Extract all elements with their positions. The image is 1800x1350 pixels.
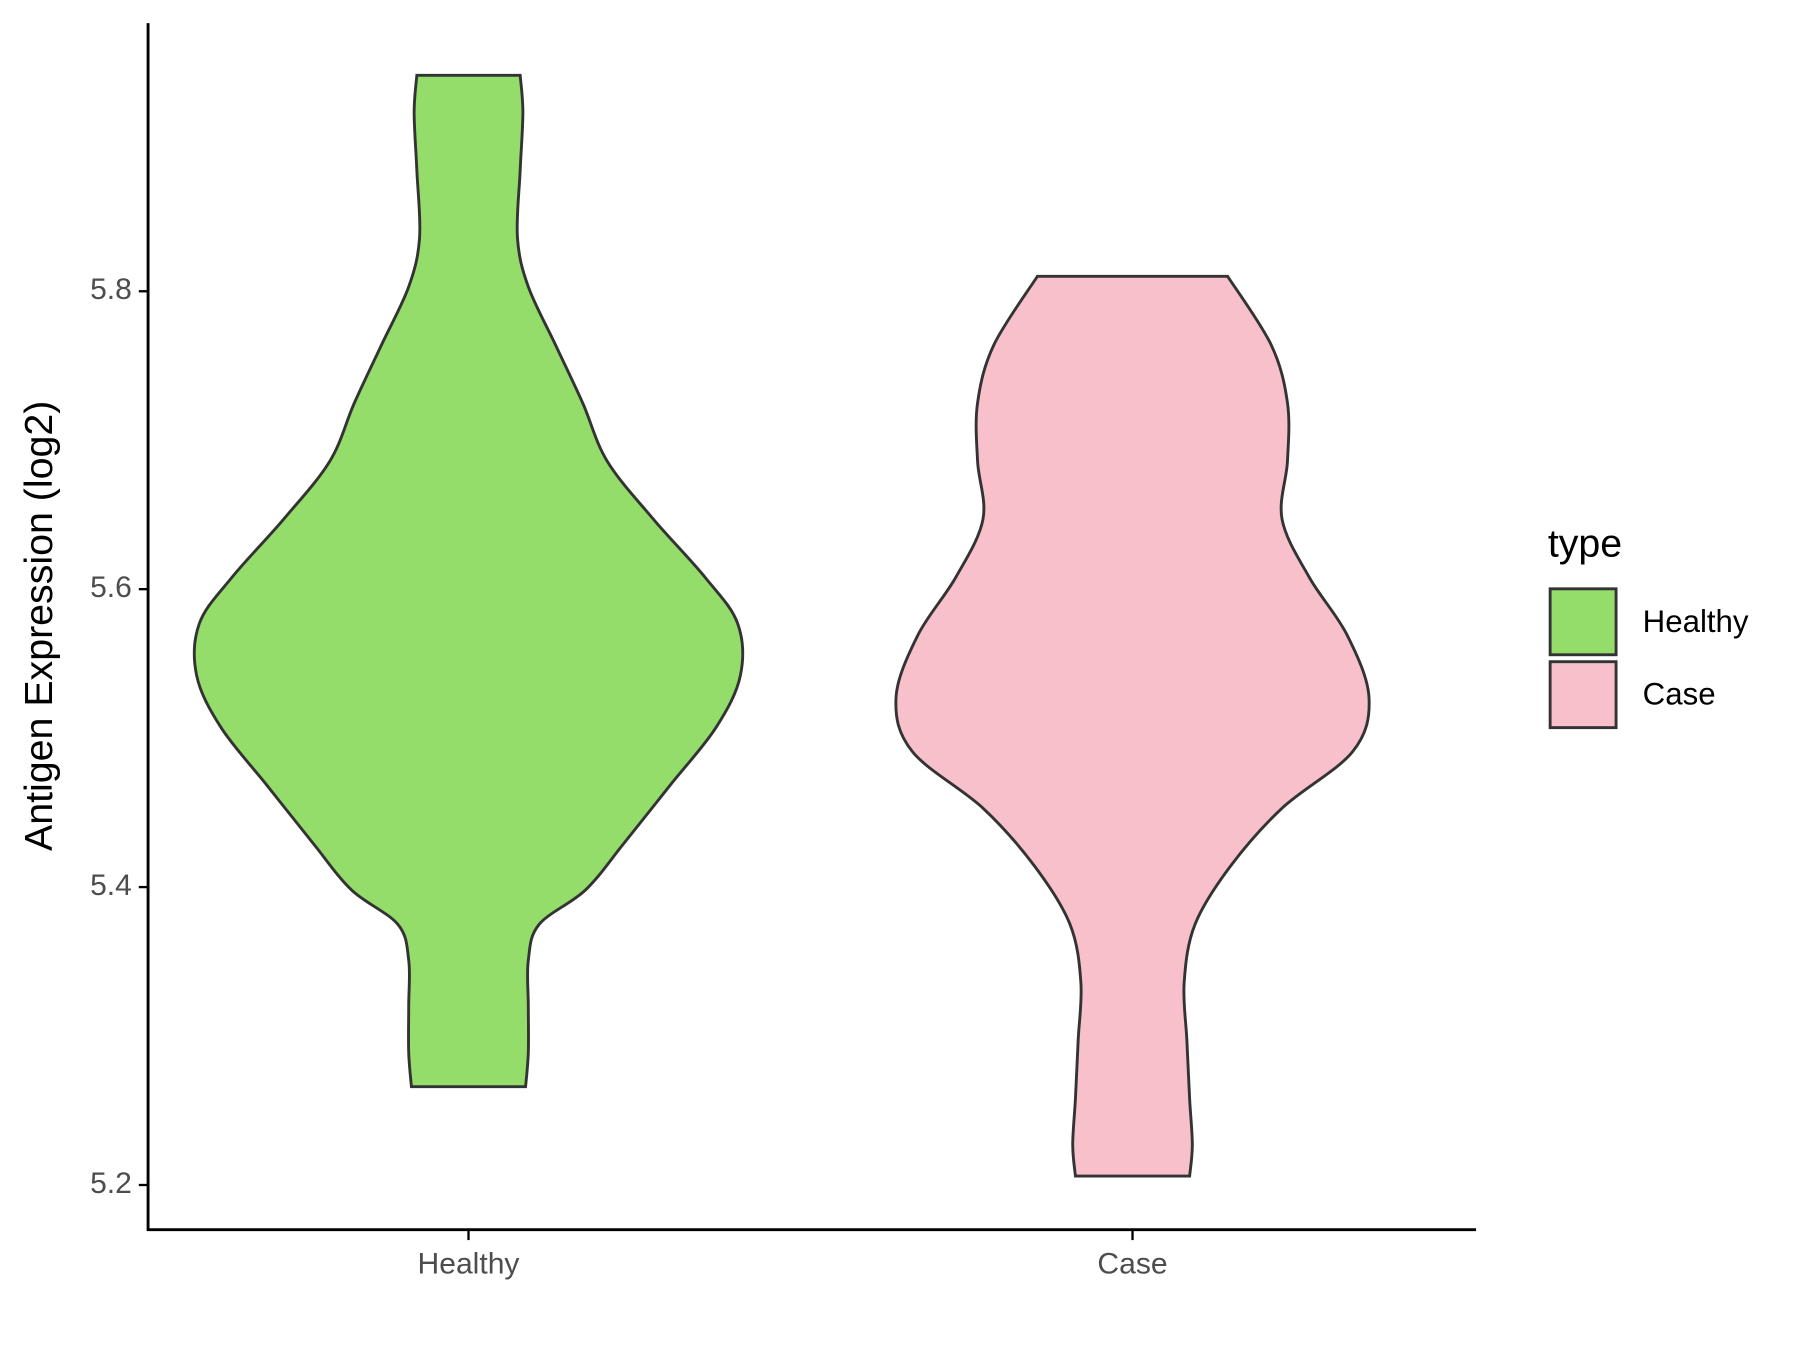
violin xyxy=(192,73,745,1089)
legend-title: type xyxy=(1548,521,1622,565)
legend-swatch xyxy=(1548,660,1618,730)
legend-label: Healthy xyxy=(1643,604,1749,639)
x-tick-label: Case xyxy=(1097,1247,1167,1280)
legend-swatch xyxy=(1548,587,1618,657)
y-tick-label: 5.2 xyxy=(90,1167,132,1200)
y-axis-title: Antigen Expression (log2) xyxy=(17,401,61,851)
legend-label: Case xyxy=(1643,677,1716,712)
y-tick-label: 5.4 xyxy=(90,869,132,902)
violin xyxy=(894,274,1371,1178)
y-tick-label: 5.8 xyxy=(90,273,132,306)
x-tick-label: Healthy xyxy=(418,1247,520,1280)
y-tick-label: 5.6 xyxy=(90,571,132,604)
